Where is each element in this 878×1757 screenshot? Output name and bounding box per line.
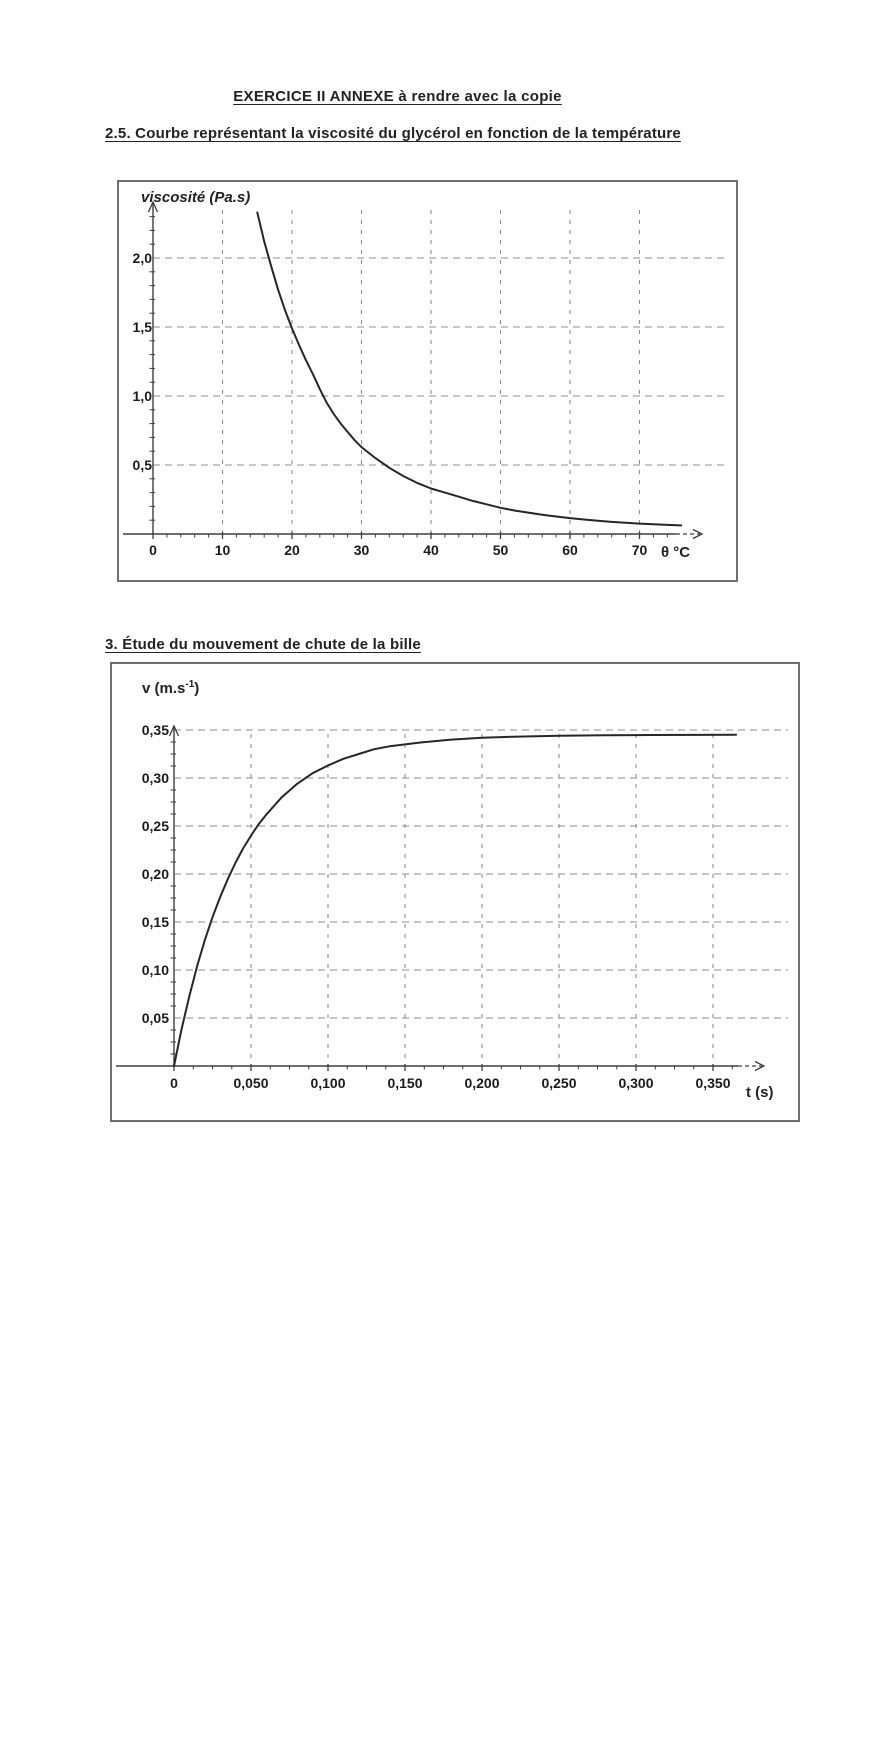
velocity-y-label-exponent: -1 (185, 679, 195, 690)
y-axis-arrow-icon (168, 724, 180, 737)
x-tick-label: 0,050 (233, 1075, 268, 1091)
viscosity-chart-plot: 0 10 20 30 40 50 60 70 0,5 1,0 1,5 2,0 (123, 200, 725, 558)
y-tick-label: 0,20 (142, 866, 169, 882)
velocity-chart-plot: 0 0,050 0,100 0,150 0,200 0,250 0,300 0,350 0,05… (116, 722, 788, 1091)
x-tick-label: 40 (423, 542, 439, 558)
section-heading-viscosity: 2.5. Courbe représentant la viscosité du… (105, 125, 681, 142)
y-tick-label: 1,0 (133, 388, 153, 404)
x-axis-arrow-icon (692, 528, 704, 540)
document-title: EXERCICE II ANNEXE à rendre avec la copi… (233, 88, 562, 105)
viscosity-chart: 0 10 20 30 40 50 60 70 0,5 1,0 1,5 2,0 viscosité (P… (117, 180, 738, 582)
velocity-chart: 0 0,050 0,100 0,150 0,200 0,250 0,300 0,350 0,05… (110, 662, 800, 1122)
x-tick-label: 60 (562, 542, 578, 558)
velocity-y-axis-label: v (m.s-1) (142, 679, 199, 697)
x-tick-label: 0,200 (464, 1075, 499, 1091)
x-tick-label: 10 (215, 542, 231, 558)
velocity-y-label-text: v (m.s (142, 680, 186, 697)
x-tick-label: 20 (284, 542, 300, 558)
y-tick-label: 0,30 (142, 770, 169, 786)
x-tick-label: 0 (170, 1075, 178, 1091)
x-axis-arrow-icon (754, 1060, 766, 1072)
y-tick-label: 0,5 (133, 457, 153, 473)
x-tick-label: 0 (149, 542, 157, 558)
velocity-x-axis-label: t (s) (746, 1084, 774, 1101)
y-tick-label: 0,25 (142, 818, 169, 834)
y-tick-label: 0,15 (142, 914, 169, 930)
y-tick-label: 0,10 (142, 962, 169, 978)
x-tick-label: 50 (493, 542, 509, 558)
velocity-y-label-close: ) (194, 680, 200, 697)
data-curve (173, 733, 738, 1067)
x-tick-label: 30 (354, 542, 370, 558)
x-tick-label: 0,150 (387, 1075, 422, 1091)
y-tick-label: 1,5 (133, 319, 153, 335)
x-tick-label: 0,250 (541, 1075, 576, 1091)
data-curve (256, 211, 683, 527)
y-axis-arrow-icon (147, 200, 159, 213)
section-heading-chute-bille: 3. Étude du mouvement de chute de la bil… (105, 636, 421, 653)
x-tick-label: 0,350 (695, 1075, 730, 1091)
viscosity-x-axis-label: θ °C (661, 544, 691, 561)
y-tick-label: 2,0 (133, 250, 153, 266)
x-tick-label: 0,300 (618, 1075, 653, 1091)
y-tick-label: 0,05 (142, 1010, 169, 1026)
viscosity-y-axis-label: viscosité (Pa.s) (141, 189, 251, 206)
y-tick-label: 0,35 (142, 722, 169, 738)
x-tick-label: 70 (632, 542, 648, 558)
x-tick-label: 0,100 (310, 1075, 345, 1091)
